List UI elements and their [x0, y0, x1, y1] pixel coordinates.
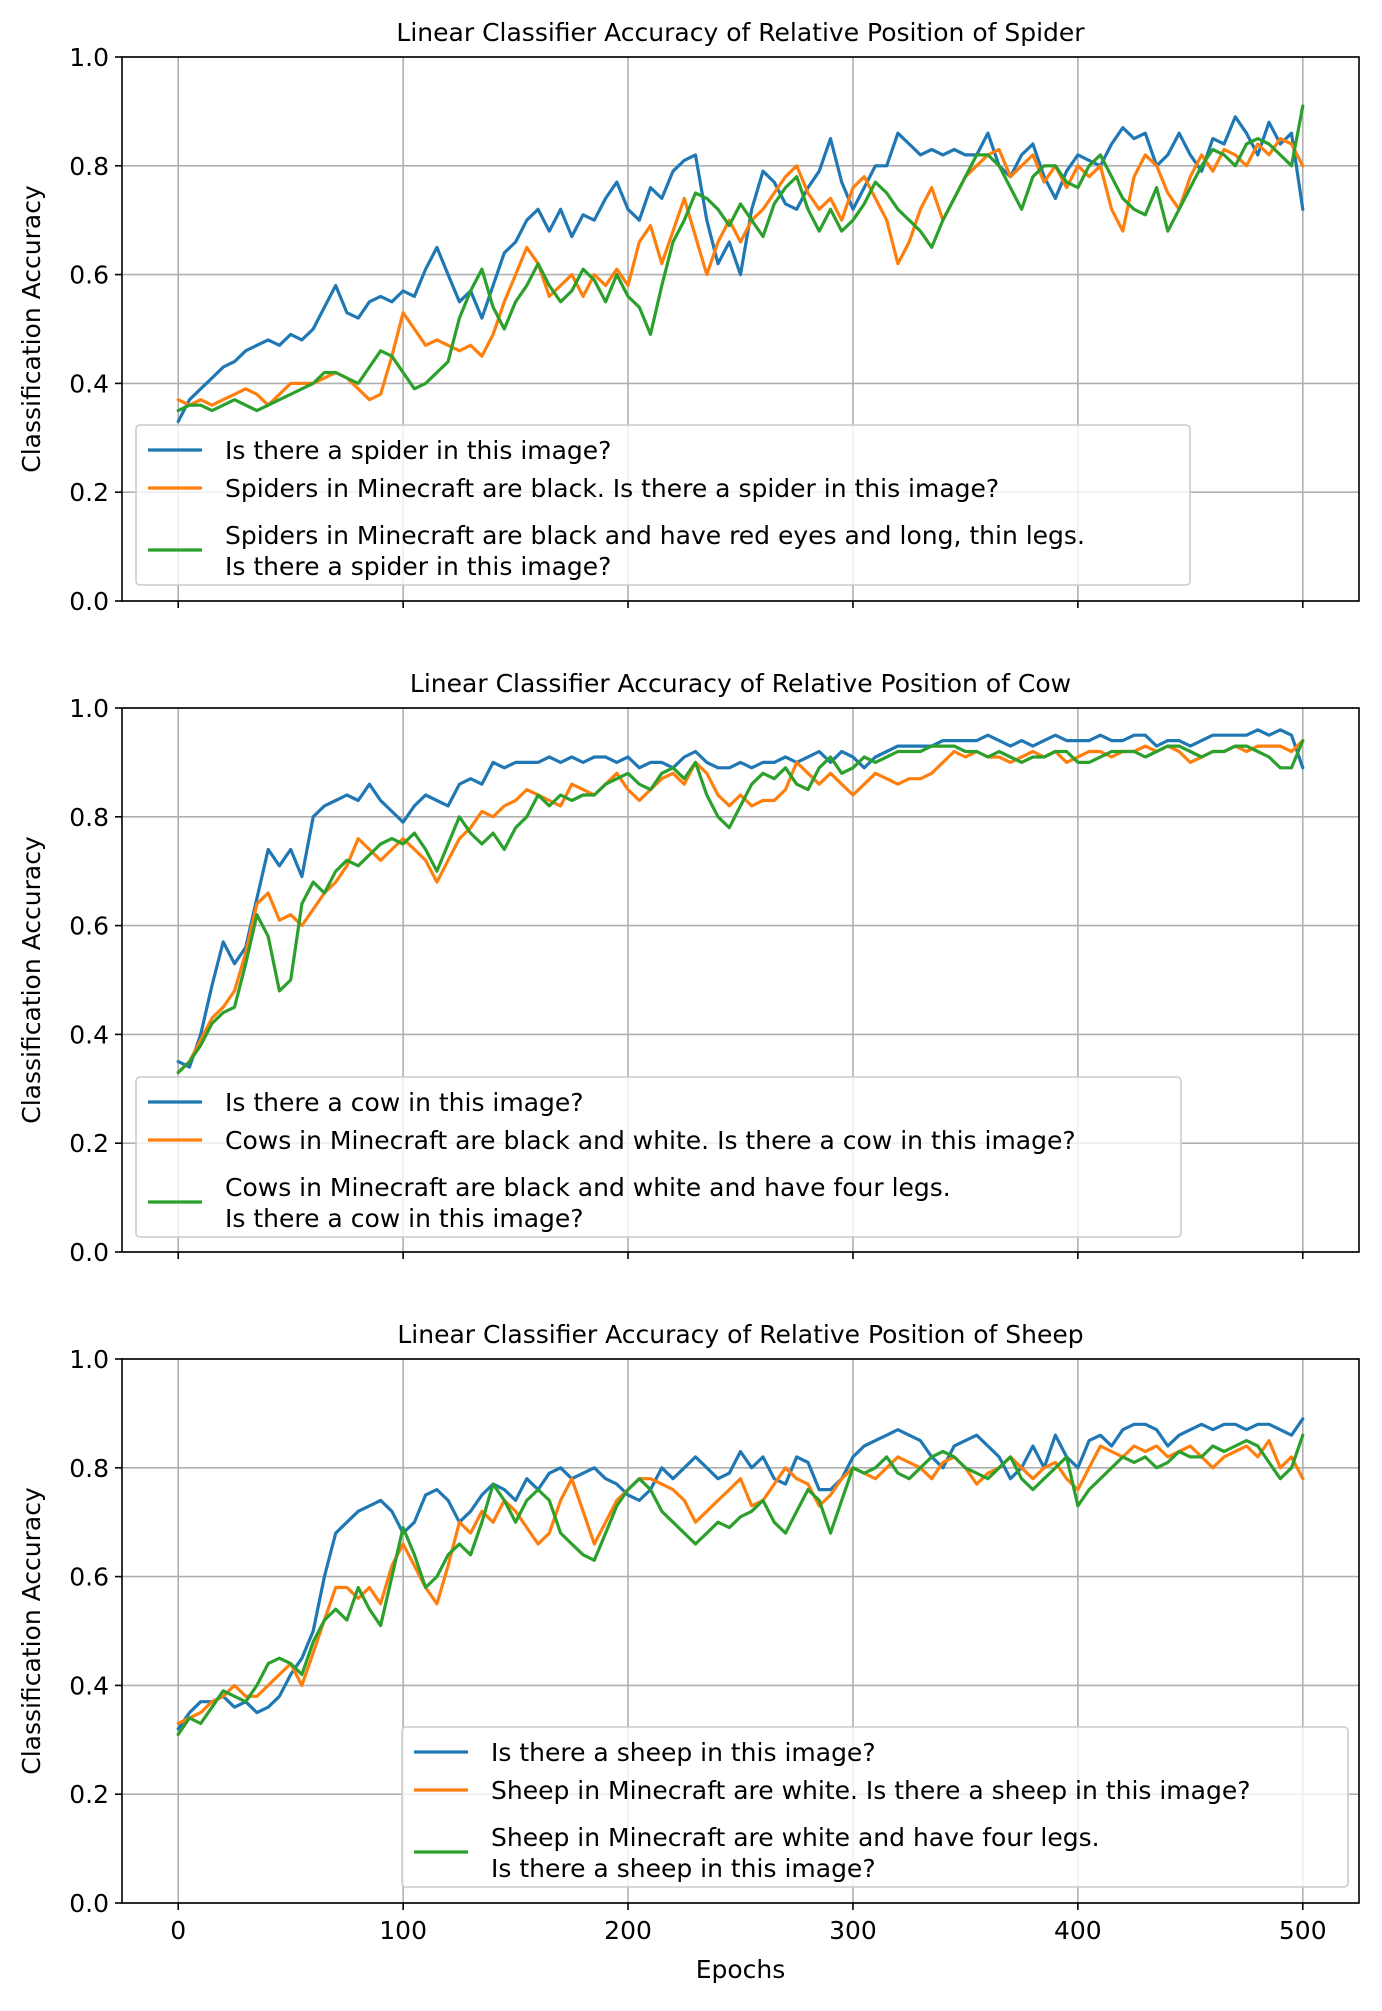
series-line-1	[176, 137, 1305, 407]
legend-entry-0: Is there a cow in this image?	[148, 1088, 584, 1117]
legend-box	[135, 424, 1191, 586]
legend-label: Cows in Minecraft are black and white an…	[225, 1173, 951, 1202]
chart-title: Linear Classifier Accuracy of Relative P…	[410, 669, 1071, 698]
y-tick-label: 0.8	[69, 152, 109, 181]
legend-entry-0: Is there a sheep in this image?	[414, 1738, 876, 1767]
chart-title: Linear Classifier Accuracy of Relative P…	[397, 1320, 1083, 1349]
legend-label: Is there a spider in this image?	[225, 436, 611, 465]
y-tick-label: 0.4	[69, 1671, 109, 1700]
y-axis-label: Classification Accuracy	[17, 836, 46, 1124]
legend-label: Spiders in Minecraft are black. Is there…	[225, 474, 999, 503]
legend: Is there a cow in this image?Cows in Min…	[135, 1076, 1182, 1238]
y-tick-label: 0.4	[69, 1020, 109, 1049]
x-tick-label: 300	[829, 1916, 877, 1945]
chart-panel-0: 0.0 0.2 0.4 0.6 0.8 1.0 Linear Classifier Accu…	[17, 18, 1360, 616]
legend-label: Is there a spider in this image?	[225, 552, 611, 581]
legend-label: Sheep in Minecraft are white and have fo…	[491, 1823, 1100, 1852]
y-axis-label: Classification Accuracy	[17, 1487, 46, 1775]
x-tick-label: 100	[379, 1916, 427, 1945]
series-group	[176, 1417, 1305, 1737]
series-line-1	[176, 1438, 1305, 1726]
legend-label: Is there a sheep in this image?	[491, 1854, 876, 1883]
legend-entry-0: Is there a spider in this image?	[148, 436, 611, 465]
x-axis-label: Epochs	[696, 1955, 786, 1984]
legend-entry-1: Spiders in Minecraft are black. Is there…	[148, 474, 999, 503]
series-line-0	[176, 728, 1305, 1069]
legend-label: Is there a sheep in this image?	[491, 1738, 876, 1767]
y-tick-label: 1.0	[69, 694, 109, 723]
axes-frame	[121, 1358, 1360, 1904]
chart-title: Linear Classifier Accuracy of Relative P…	[396, 18, 1085, 47]
x-tick-label: 500	[1279, 1916, 1327, 1945]
y-axis-label: Classification Accuracy	[17, 185, 46, 473]
legend-label: Sheep in Minecraft are white. Is there a…	[491, 1776, 1251, 1805]
axes-frame	[121, 56, 1360, 602]
y-tick-label: 0.8	[69, 1454, 109, 1483]
legend-box	[135, 1076, 1182, 1238]
legend-label: Is there a cow in this image?	[225, 1204, 584, 1233]
series-line-2	[176, 104, 1305, 413]
legend-label: Spiders in Minecraft are black and have …	[225, 521, 1085, 550]
series-group	[176, 728, 1305, 1075]
series-line-2	[176, 738, 1305, 1075]
y-tick-label: 0.0	[69, 1238, 109, 1267]
legend-entry-1: Sheep in Minecraft are white. Is there a…	[414, 1776, 1251, 1805]
y-tick-label: 0.6	[69, 1563, 109, 1592]
y-tick-label: 0.0	[69, 1889, 109, 1918]
y-tick-label: 0.8	[69, 803, 109, 832]
legend-entry-1: Cows in Minecraft are black and white. I…	[148, 1126, 1076, 1155]
y-tick-label: 0.4	[69, 369, 109, 398]
legend-label: Is there a cow in this image?	[225, 1088, 584, 1117]
y-tick-label: 0.0	[69, 587, 109, 616]
legend-entry-2: Sheep in Minecraft are white and have fo…	[414, 1823, 1100, 1883]
chart-panel-2: 0.0 0.2 0.4 0.6 0.8 1.0 0 100 200 300 400 500 Linear…	[17, 1320, 1360, 1984]
y-tick-label: 0.2	[69, 478, 109, 507]
axes-frame	[121, 707, 1360, 1253]
series-line-2	[176, 1433, 1305, 1737]
series-line-0	[176, 115, 1305, 424]
chart-panel-1: 0.0 0.2 0.4 0.6 0.8 1.0 Linear Classifier Accu…	[17, 669, 1360, 1267]
x-tick-label: 0	[170, 1916, 186, 1945]
legend: Is there a sheep in this image?Sheep in …	[401, 1726, 1349, 1888]
y-tick-label: 0.2	[69, 1129, 109, 1158]
legend-entry-2: Cows in Minecraft are black and white an…	[148, 1173, 951, 1233]
series-line-1	[176, 738, 1305, 1075]
legend-entry-2: Spiders in Minecraft are black and have …	[148, 521, 1085, 581]
y-tick-label: 1.0	[69, 43, 109, 72]
x-tick-label: 400	[1054, 1916, 1102, 1945]
legend: Is there a spider in this image?Spiders …	[135, 424, 1191, 586]
series-line-0	[176, 1417, 1305, 1731]
legend-box	[401, 1726, 1349, 1888]
y-tick-label: 0.6	[69, 912, 109, 941]
y-tick-label: 0.2	[69, 1780, 109, 1809]
y-tick-label: 0.6	[69, 261, 109, 290]
legend-label: Cows in Minecraft are black and white. I…	[225, 1126, 1076, 1155]
y-tick-label: 1.0	[69, 1345, 109, 1374]
x-tick-label: 200	[604, 1916, 652, 1945]
series-group	[176, 104, 1305, 424]
